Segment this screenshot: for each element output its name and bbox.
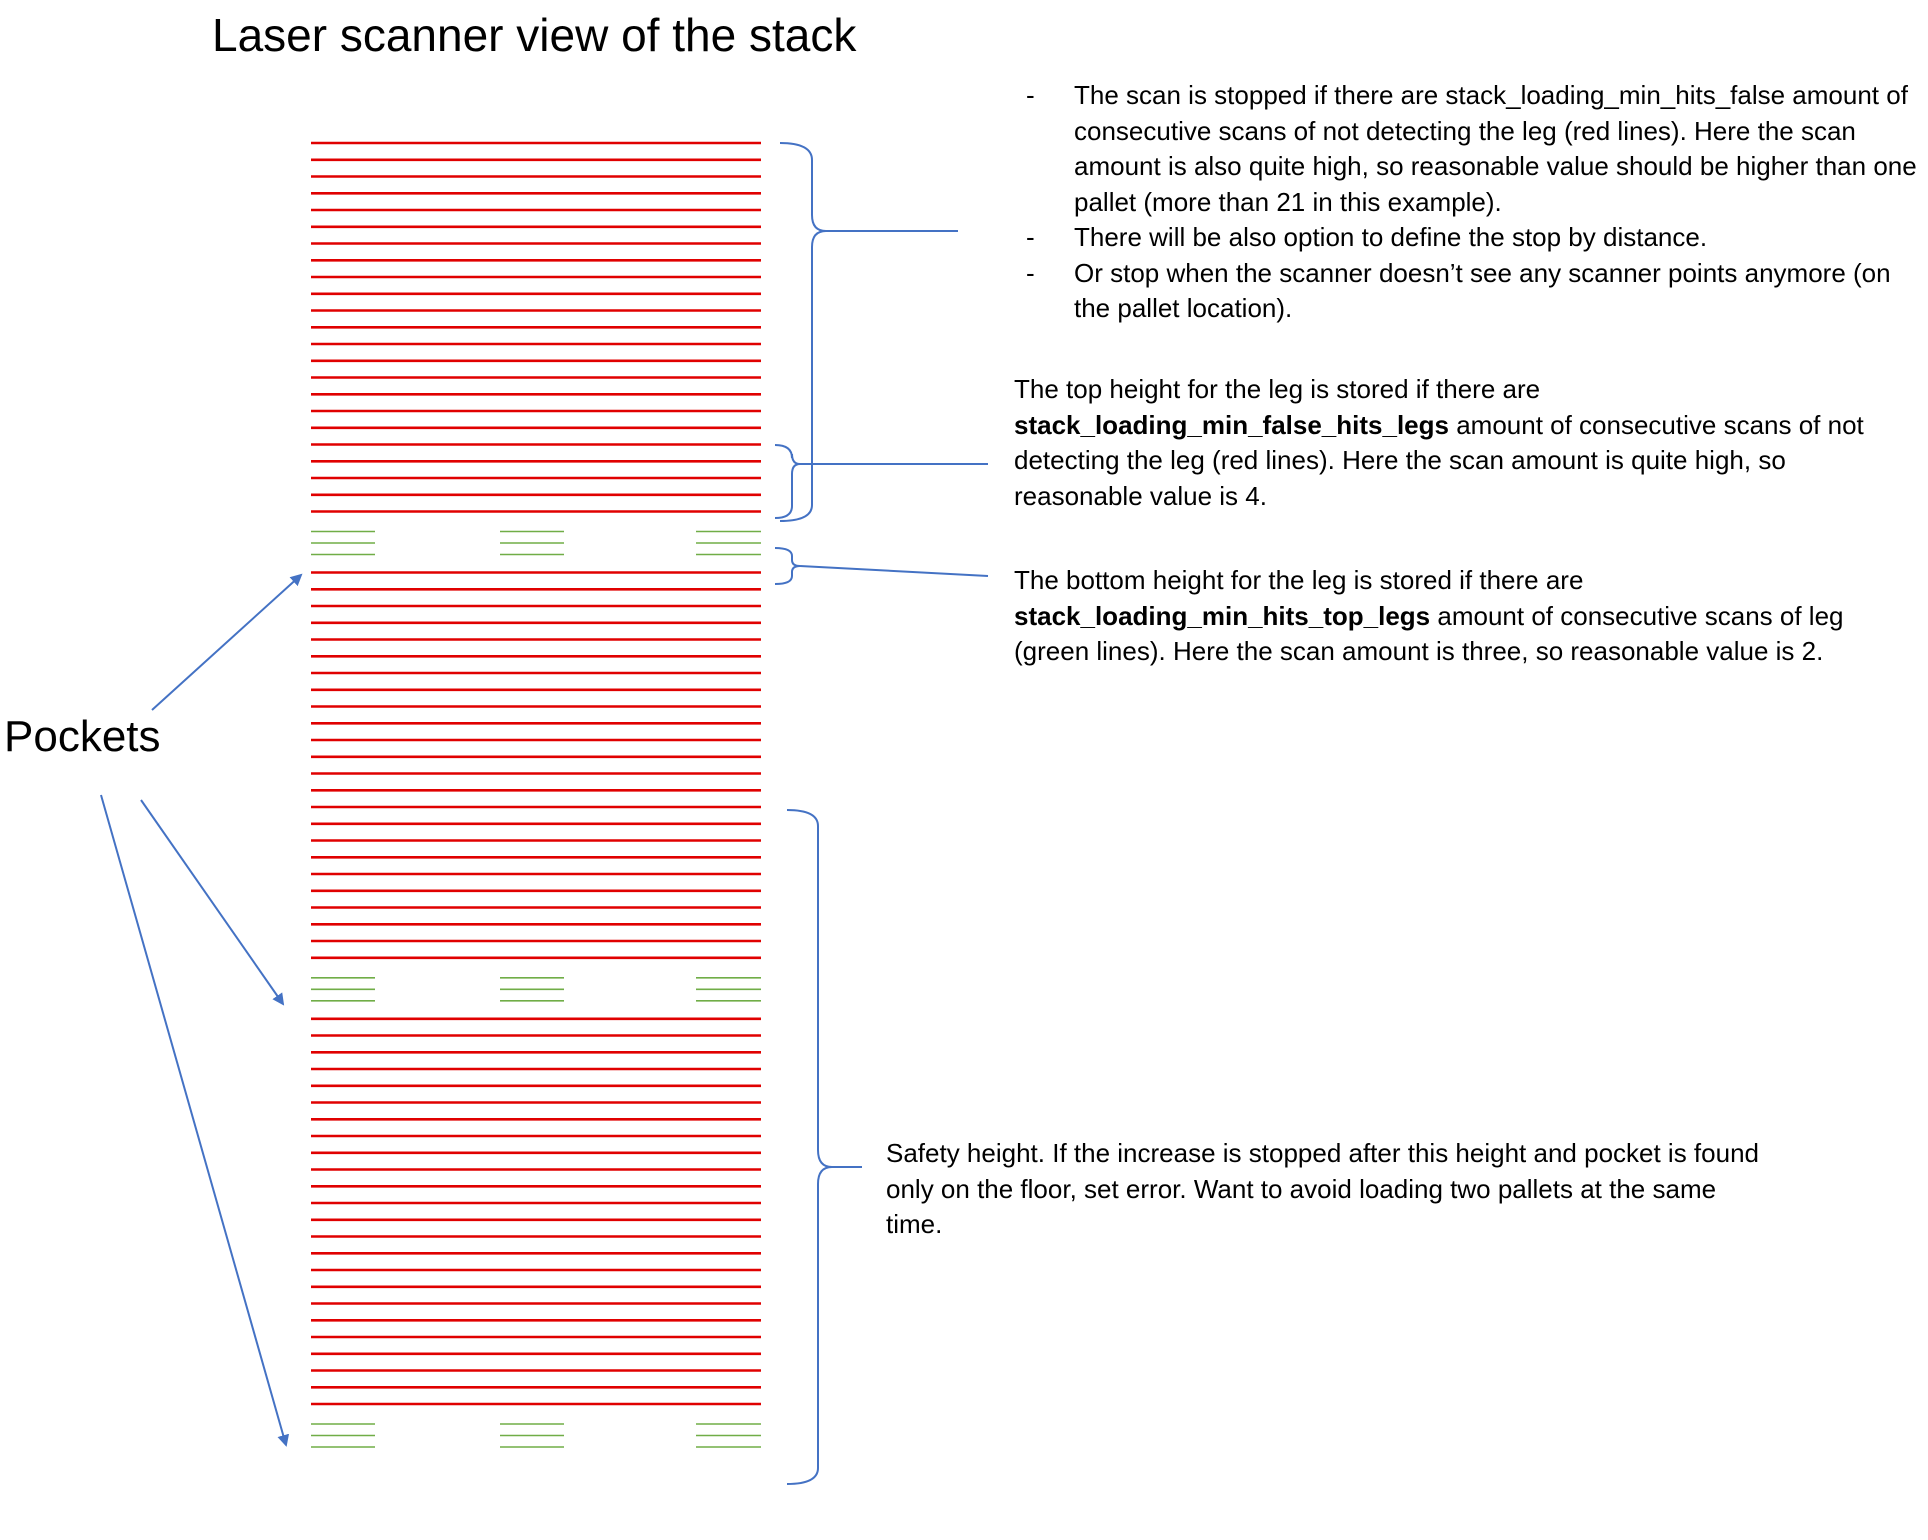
stop-note-2: - There will be also option to define the…	[1026, 220, 1926, 256]
stop-note-3: - Or stop when the scanner doesn’t see an…	[1026, 256, 1926, 327]
safety-height-note: Safety height. If the increase is stoppe…	[886, 1138, 1759, 1239]
pocket-arrow-top	[151, 573, 303, 711]
top-height-post: amount of consecutive scans of not detec…	[1014, 409, 1864, 511]
scan-lines	[311, 141, 761, 1448]
top-height-brace	[774, 444, 801, 519]
bottom-height-pre: The bottom height for the leg is stored …	[1014, 565, 1584, 595]
pockets-label: Pockets	[4, 712, 161, 761]
top-height-pre: The top height for the leg is stored if …	[1014, 374, 1541, 404]
bottom-height-note: The bottom height for the leg is stored …	[1014, 563, 1914, 670]
stop-note-text: There will be also option to define the …	[1074, 222, 1708, 252]
bottom-height-param: stack_loading_min_hits_top_legs	[1014, 600, 1431, 631]
bottom-height-pointer-line	[799, 565, 989, 577]
pocket-arrow-bottom	[100, 794, 290, 1447]
stop-scan-notes: - The scan is stopped if there are stack_…	[1026, 78, 1926, 327]
pocket-arrow-middle	[140, 799, 285, 1006]
stop-note-text: Or stop when the scanner doesn’t see any…	[1074, 257, 1891, 324]
diagram-title: Laser scanner view of the stack	[212, 9, 857, 61]
bullet-dash: -	[1026, 257, 1035, 288]
stop-note-1: - The scan is stopped if there are stack_…	[1026, 78, 1926, 220]
bullet-dash: -	[1026, 222, 1035, 252]
top-height-note: The top height for the leg is stored if …	[1014, 372, 1914, 514]
bullet-dash: -	[1026, 80, 1035, 110]
safety-height-brace	[786, 809, 833, 1485]
bottom-height-post: amount of consecutive scans of leg (gree…	[1014, 600, 1844, 667]
bottom-height-brace	[774, 547, 801, 585]
top-height-param: stack_loading_min_false_hits_legs	[1014, 409, 1449, 440]
stop-note-text: The scan is stopped if there are stack_l…	[1074, 80, 1917, 217]
